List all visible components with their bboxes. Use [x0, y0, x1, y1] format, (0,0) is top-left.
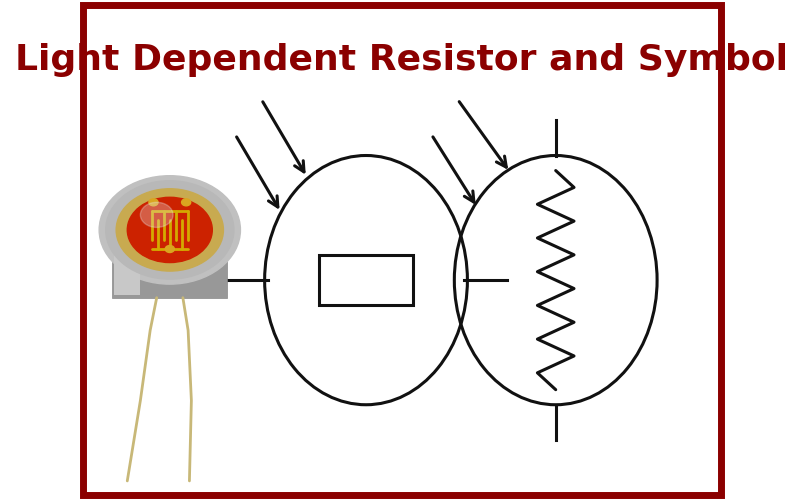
Circle shape [141, 203, 173, 228]
FancyBboxPatch shape [112, 238, 227, 298]
Circle shape [149, 199, 158, 206]
FancyBboxPatch shape [114, 240, 141, 296]
Circle shape [165, 246, 174, 253]
Circle shape [105, 181, 234, 280]
Circle shape [99, 176, 240, 285]
Circle shape [116, 189, 223, 272]
Bar [318, 256, 413, 306]
Circle shape [127, 198, 212, 263]
Circle shape [181, 199, 190, 206]
Text: Light Dependent Resistor and Symbol: Light Dependent Resistor and Symbol [15, 43, 788, 77]
